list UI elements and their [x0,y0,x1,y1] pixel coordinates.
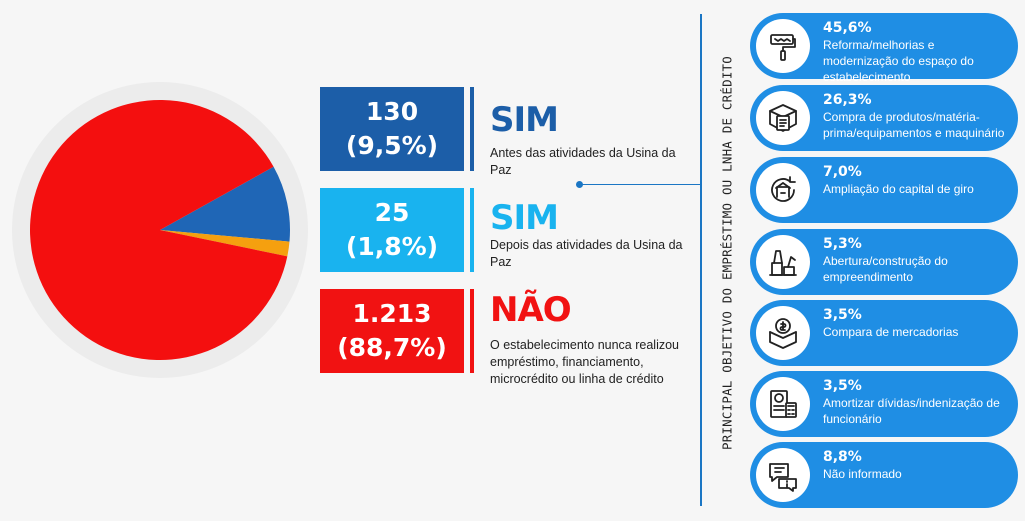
pie-slice-2 [30,99,288,360]
answer-box-nao: 1.213 (88,7%) [320,289,464,373]
reason-percent: 8,8% [823,449,862,465]
reason-text: Não informado [823,467,902,481]
answer-divider [470,289,474,373]
answer-box-sim-antes: 130 (9,5%) [320,87,464,171]
answer-value: 1.213 [352,299,432,328]
reason-item-nao-informado: 8,8% Não informado [750,442,1018,508]
reason-item-abertura: 5,3% Abertura/construção do empreendimen… [750,229,1018,295]
answer-title-sim-depois: SIM [490,198,559,238]
answer-divider [470,87,474,171]
pie-chart [10,80,322,392]
capital-cycle-icon [756,163,810,217]
reason-item-compra-produtos: 26,3% Compra de produtos/matéria-prima/e… [750,85,1018,151]
answer-title-sim-antes: SIM [490,100,559,140]
answer-percent: (9,5%) [345,131,439,160]
answer-percent: (1,8%) [345,232,439,261]
reasons-vertical-label: PRINCIPAL OBJETIVO DO EMPRÉSTIMO OU LNHA… [713,16,741,490]
invoice-calculator-icon [756,377,810,431]
reason-percent: 5,3% [823,236,862,252]
answer-value: 130 [365,97,419,126]
pie-slice-0 [160,166,291,242]
connector-dot [576,181,583,188]
pie-slice-1 [160,230,290,257]
reason-text: Compra de produtos/matéria-prima/equipam… [823,110,1005,140]
reason-percent: 45,6% [823,20,872,36]
answer-divider [470,188,474,272]
paint-roller-icon [756,19,810,73]
money-box-icon [756,306,810,360]
reason-text: Ampliação do capital de giro [823,182,974,196]
answer-box-sim-depois: 25 (1,8%) [320,188,464,272]
reason-text: Reforma/melhorias e modernização do espa… [823,38,974,84]
reason-percent: 3,5% [823,307,862,323]
reason-percent: 26,3% [823,92,872,108]
construction-icon [756,235,810,289]
answer-description-sim-depois: Depois das atividades da Usina da Paz [490,238,683,269]
reason-text: Compara de mercadorias [823,325,959,339]
reason-text: Abertura/construção do empreendimento [823,254,948,284]
reason-percent: 7,0% [823,164,862,180]
box-checklist-icon [756,91,810,145]
reason-item-amortizar: 3,5% Amortizar dívidas/indenização de fu… [750,371,1018,437]
reason-text: Amortizar dívidas/indenização de funcion… [823,396,1000,426]
pie-chart-svg [12,82,308,378]
reason-item-reforma: 45,6% Reforma/melhorias e modernização d… [750,13,1018,84]
answer-percent: (88,7%) [337,333,447,362]
section-divider-line [700,14,702,506]
answer-title-nao: NÃO [490,290,572,330]
reasons-vertical-label-text: PRINCIPAL OBJETIVO DO EMPRÉSTIMO OU LNHA… [719,55,735,451]
reason-percent: 3,5% [823,378,862,394]
answer-description-sim-antes: Antes das atividades da Usina da Paz [490,146,676,177]
answer-value: 25 [374,198,410,227]
reason-item-mercadorias: 3,5% Compara de mercadorias [750,300,1018,366]
reason-item-capital-giro: 7,0% Ampliação do capital de giro [750,157,1018,223]
connector-line [580,184,700,185]
info-chat-icon [756,448,810,502]
answer-description-nao: O estabelecimento nunca realizou emprést… [490,338,680,386]
